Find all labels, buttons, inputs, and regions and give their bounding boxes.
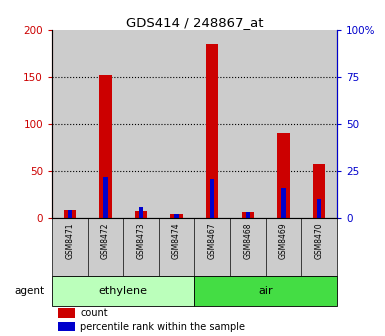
Text: GSM8468: GSM8468 (243, 223, 252, 259)
Bar (135, 211, 147, 218)
Bar (194, 30, 230, 218)
Bar (103, 177, 107, 218)
Bar (159, 30, 194, 218)
Title: GDS414 / 248867_at: GDS414 / 248867_at (126, 16, 263, 29)
Bar (246, 212, 250, 218)
Bar (58, 322, 75, 331)
Bar (194, 276, 337, 305)
Bar (52, 30, 88, 218)
Text: ethylene: ethylene (99, 286, 148, 296)
Bar (210, 178, 214, 218)
Bar (68, 210, 72, 218)
Text: GSM8467: GSM8467 (208, 223, 217, 259)
Bar (88, 30, 123, 218)
Bar (58, 308, 75, 318)
Bar (242, 212, 254, 218)
Text: GSM8473: GSM8473 (137, 223, 146, 259)
Bar (206, 44, 218, 218)
Bar (171, 214, 183, 218)
Bar (277, 133, 290, 218)
Text: agent: agent (15, 286, 45, 296)
Bar (174, 214, 179, 218)
Bar (313, 164, 325, 218)
Bar (52, 276, 194, 305)
Text: GSM8471: GSM8471 (65, 223, 74, 259)
Bar (281, 188, 286, 218)
Bar (64, 210, 76, 218)
Text: GSM8472: GSM8472 (101, 223, 110, 259)
Bar (99, 75, 112, 218)
Bar (123, 30, 159, 218)
Text: percentile rank within the sample: percentile rank within the sample (80, 322, 246, 332)
Bar (266, 30, 301, 218)
Bar (317, 199, 321, 218)
Text: GSM8470: GSM8470 (315, 223, 323, 259)
Text: air: air (258, 286, 273, 296)
Text: count: count (80, 308, 108, 318)
Bar (139, 207, 143, 218)
Text: GSM8474: GSM8474 (172, 223, 181, 259)
Bar (301, 30, 337, 218)
Bar (230, 30, 266, 218)
Text: GSM8469: GSM8469 (279, 223, 288, 259)
